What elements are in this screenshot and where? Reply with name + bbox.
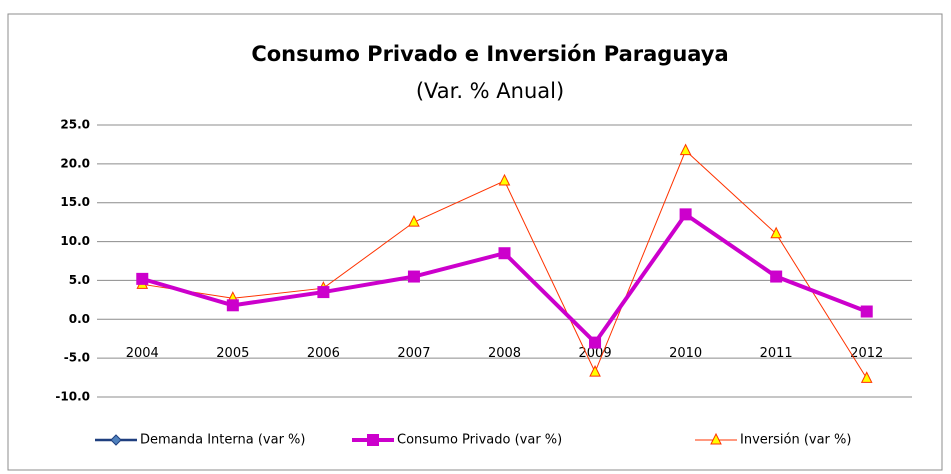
- point: [770, 270, 783, 283]
- x-tick-label: 2006: [307, 346, 340, 361]
- x-tick-label: 2012: [850, 346, 883, 361]
- y-tick-label: 20.0: [60, 156, 90, 170]
- point: [679, 208, 692, 221]
- point: [407, 270, 420, 283]
- point: [317, 286, 330, 299]
- x-tick-label: 2004: [126, 346, 159, 361]
- x-tick-label: 2011: [760, 346, 793, 361]
- y-tick-label: 15.0: [60, 195, 90, 209]
- legend-marker: [367, 434, 379, 446]
- x-tick-label: 2005: [216, 346, 249, 361]
- legend-marker: [710, 432, 722, 445]
- x-tick-label: 2009: [579, 346, 612, 361]
- chart-subtitle: (Var. % Anual): [416, 79, 564, 103]
- x-tick-label: 2008: [488, 346, 521, 361]
- point: [589, 336, 602, 349]
- x-tick-label: 2010: [669, 346, 702, 361]
- legend-label: Demanda Interna (var %): [140, 433, 305, 448]
- y-tick-label: 10.0: [60, 234, 90, 248]
- point: [679, 143, 692, 156]
- point: [226, 299, 239, 312]
- point: [860, 371, 873, 383]
- y-tick-label: 25.0: [60, 118, 90, 132]
- y-tick-label: 5.0: [69, 273, 90, 287]
- legend-label: Consumo Privado (var %): [397, 433, 562, 448]
- point: [589, 365, 601, 377]
- y-tick-label: -10.0: [55, 390, 90, 404]
- chart-title: Consumo Privado e Inversión Paraguaya: [251, 42, 728, 66]
- legend-label: Inversión (var %): [740, 433, 851, 448]
- point: [136, 272, 149, 285]
- legend-marker: [110, 434, 122, 446]
- point: [860, 305, 873, 318]
- point: [408, 215, 420, 227]
- point: [770, 226, 782, 239]
- y-tick-label: -5.0: [64, 351, 90, 365]
- point: [498, 247, 511, 260]
- y-tick-label: 0.0: [69, 312, 90, 326]
- x-tick-label: 2007: [397, 346, 430, 361]
- point: [498, 173, 511, 186]
